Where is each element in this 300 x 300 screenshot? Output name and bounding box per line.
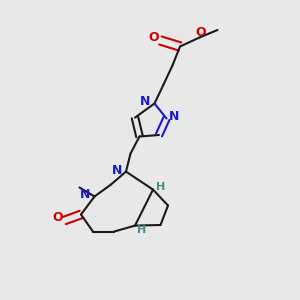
Text: O: O [148,31,159,44]
Text: O: O [196,26,206,40]
Text: N: N [112,164,122,177]
Text: O: O [52,211,63,224]
Text: H: H [156,182,165,192]
Text: N: N [80,188,91,202]
Text: N: N [140,94,151,108]
Text: N: N [169,110,179,124]
Text: H: H [137,225,146,235]
